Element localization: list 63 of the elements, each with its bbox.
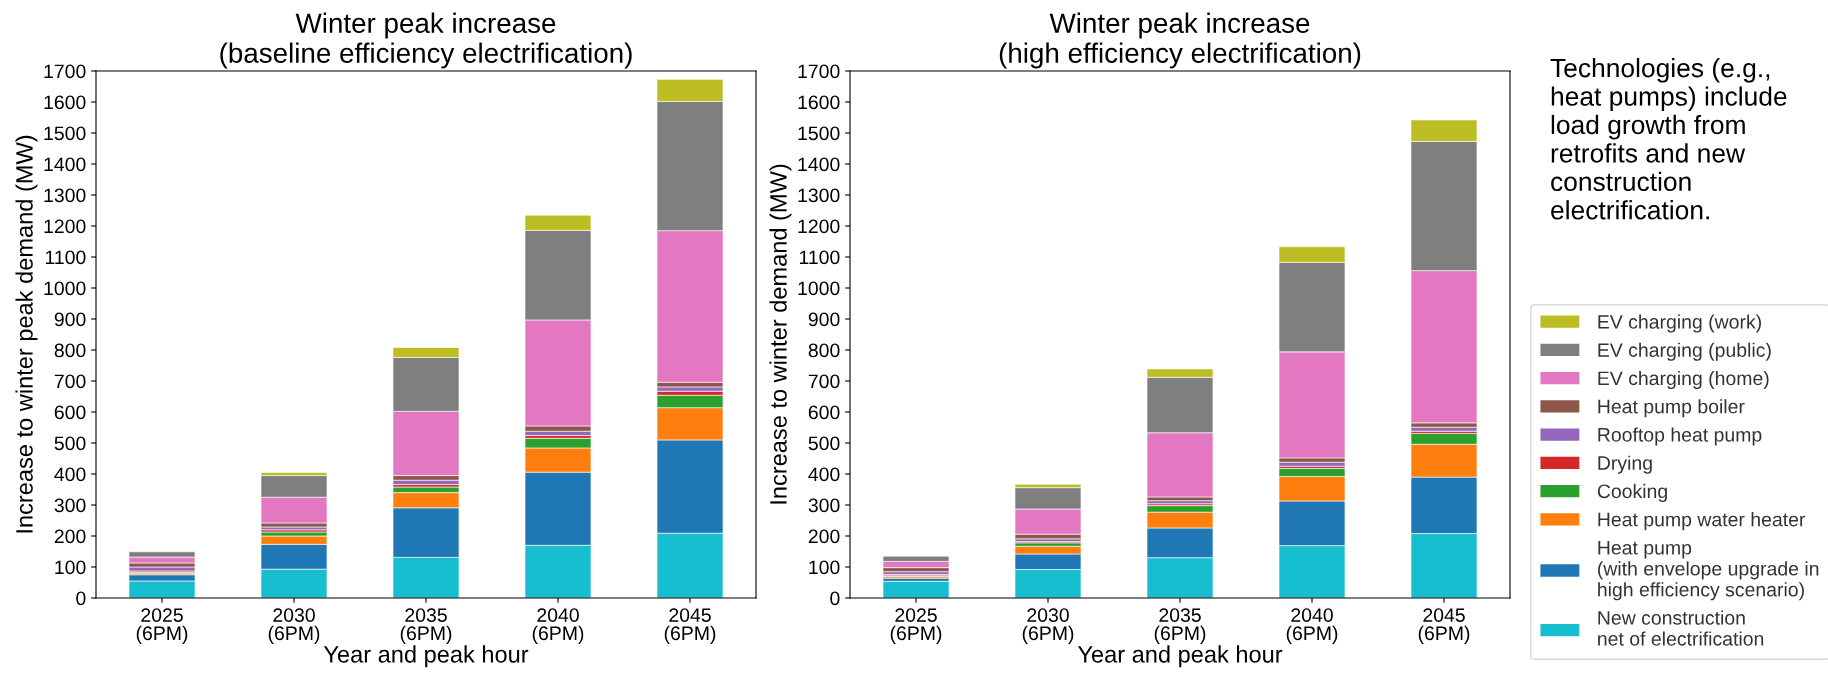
y-tick-label: 100 [809, 560, 840, 575]
legend-label: Rooftop heat pump [1598, 427, 1762, 446]
y-tick-label: 1200 [44, 219, 86, 234]
y-tick-label: 1300 [798, 188, 840, 203]
y-tick-label: 500 [808, 436, 840, 451]
y-tick-label: 900 [54, 312, 86, 327]
x-axis-title: Year and peak hour [1077, 645, 1283, 668]
x-tick-label: 2040 (6PM) [532, 608, 584, 644]
x-tick-label: 2025 (6PM) [890, 608, 942, 644]
x-tick-label: 2035 (6PM) [1154, 608, 1206, 644]
y-tick-label: 500 [54, 436, 86, 451]
x-axis-title: Year and peak hour [323, 645, 529, 668]
chart-title: Winter peak increase (baseline efficiency electrification) [220, 12, 632, 69]
y-tick-label: 900 [808, 312, 840, 327]
y-tick-label: 200 [54, 529, 86, 544]
y-tick-label: 0 [830, 591, 840, 606]
y-tick-label: 100 [55, 560, 86, 575]
y-tick-label: 800 [54, 343, 86, 358]
y-tick-label: 700 [54, 374, 86, 389]
y-tick-label: 1700 [798, 64, 840, 79]
legend-label: EV charging (work) [1598, 314, 1761, 333]
y-tick-label: 0 [76, 591, 86, 606]
y-tick-label: 1400 [44, 157, 86, 172]
y-tick-label: 1600 [44, 95, 86, 110]
x-tick-label: 2045 (6PM) [664, 608, 716, 644]
y-tick-label: 1600 [798, 95, 840, 110]
y-tick-label: 1200 [798, 219, 840, 234]
y-tick-label: 800 [808, 343, 840, 358]
legend-label: Heat pump boiler [1598, 399, 1745, 418]
legend-label: New construction net of electrification [1598, 610, 1764, 646]
y-tick-label: 1000 [798, 281, 840, 296]
y-tick-label: 300 [54, 498, 86, 513]
x-tick-label: 2030 (6PM) [1022, 608, 1074, 644]
legend-label: EV charging (home) [1598, 370, 1769, 390]
legend-label: Heat pump water heater [1598, 512, 1806, 531]
x-tick-label: 2040 (6PM) [1286, 608, 1338, 644]
y-tick-label: 1300 [44, 188, 86, 203]
y-tick-label: 600 [54, 405, 86, 420]
x-tick-label: 2025 (6PM) [136, 608, 188, 644]
y-axis-title: Increase to winter peak demand (MW) [15, 135, 38, 533]
x-tick-label: 2045 (6PM) [1418, 608, 1470, 644]
y-axis-title: Increase to winter demand (MW) [769, 164, 792, 504]
chart-title: Winter peak increase (high efficiency electrification) [999, 12, 1361, 69]
legend-label: Drying [1598, 455, 1652, 474]
y-tick-label: 400 [54, 467, 86, 482]
y-tick-label: 600 [808, 405, 840, 420]
y-tick-label: 1000 [44, 281, 86, 296]
y-tick-label: 700 [808, 374, 840, 389]
y-tick-label: 300 [808, 498, 840, 513]
text: Technologies (e.g., heat pumps) include load growth from retrofits and new construction electrification. [1550, 58, 1787, 220]
x-tick-label: 2030 (6PM) [268, 608, 320, 644]
y-tick-label: 1100 [799, 250, 840, 265]
legend-label: Cooking [1597, 483, 1667, 502]
y-tick-label: 1100 [45, 250, 86, 265]
y-tick-label: 1400 [798, 157, 840, 172]
legend-label: EV charging (public) [1598, 342, 1771, 361]
x-tick-label: 2035 (6PM) [400, 608, 452, 644]
y-tick-label: 1500 [44, 126, 86, 141]
y-tick-label: 400 [808, 467, 840, 482]
y-tick-label: 200 [808, 529, 840, 544]
legend-label: Heat pump (with envelope upgrade in high efficiency scenario) [1598, 541, 1819, 601]
y-tick-label: 1700 [44, 64, 86, 79]
y-tick-label: 1500 [798, 126, 840, 141]
